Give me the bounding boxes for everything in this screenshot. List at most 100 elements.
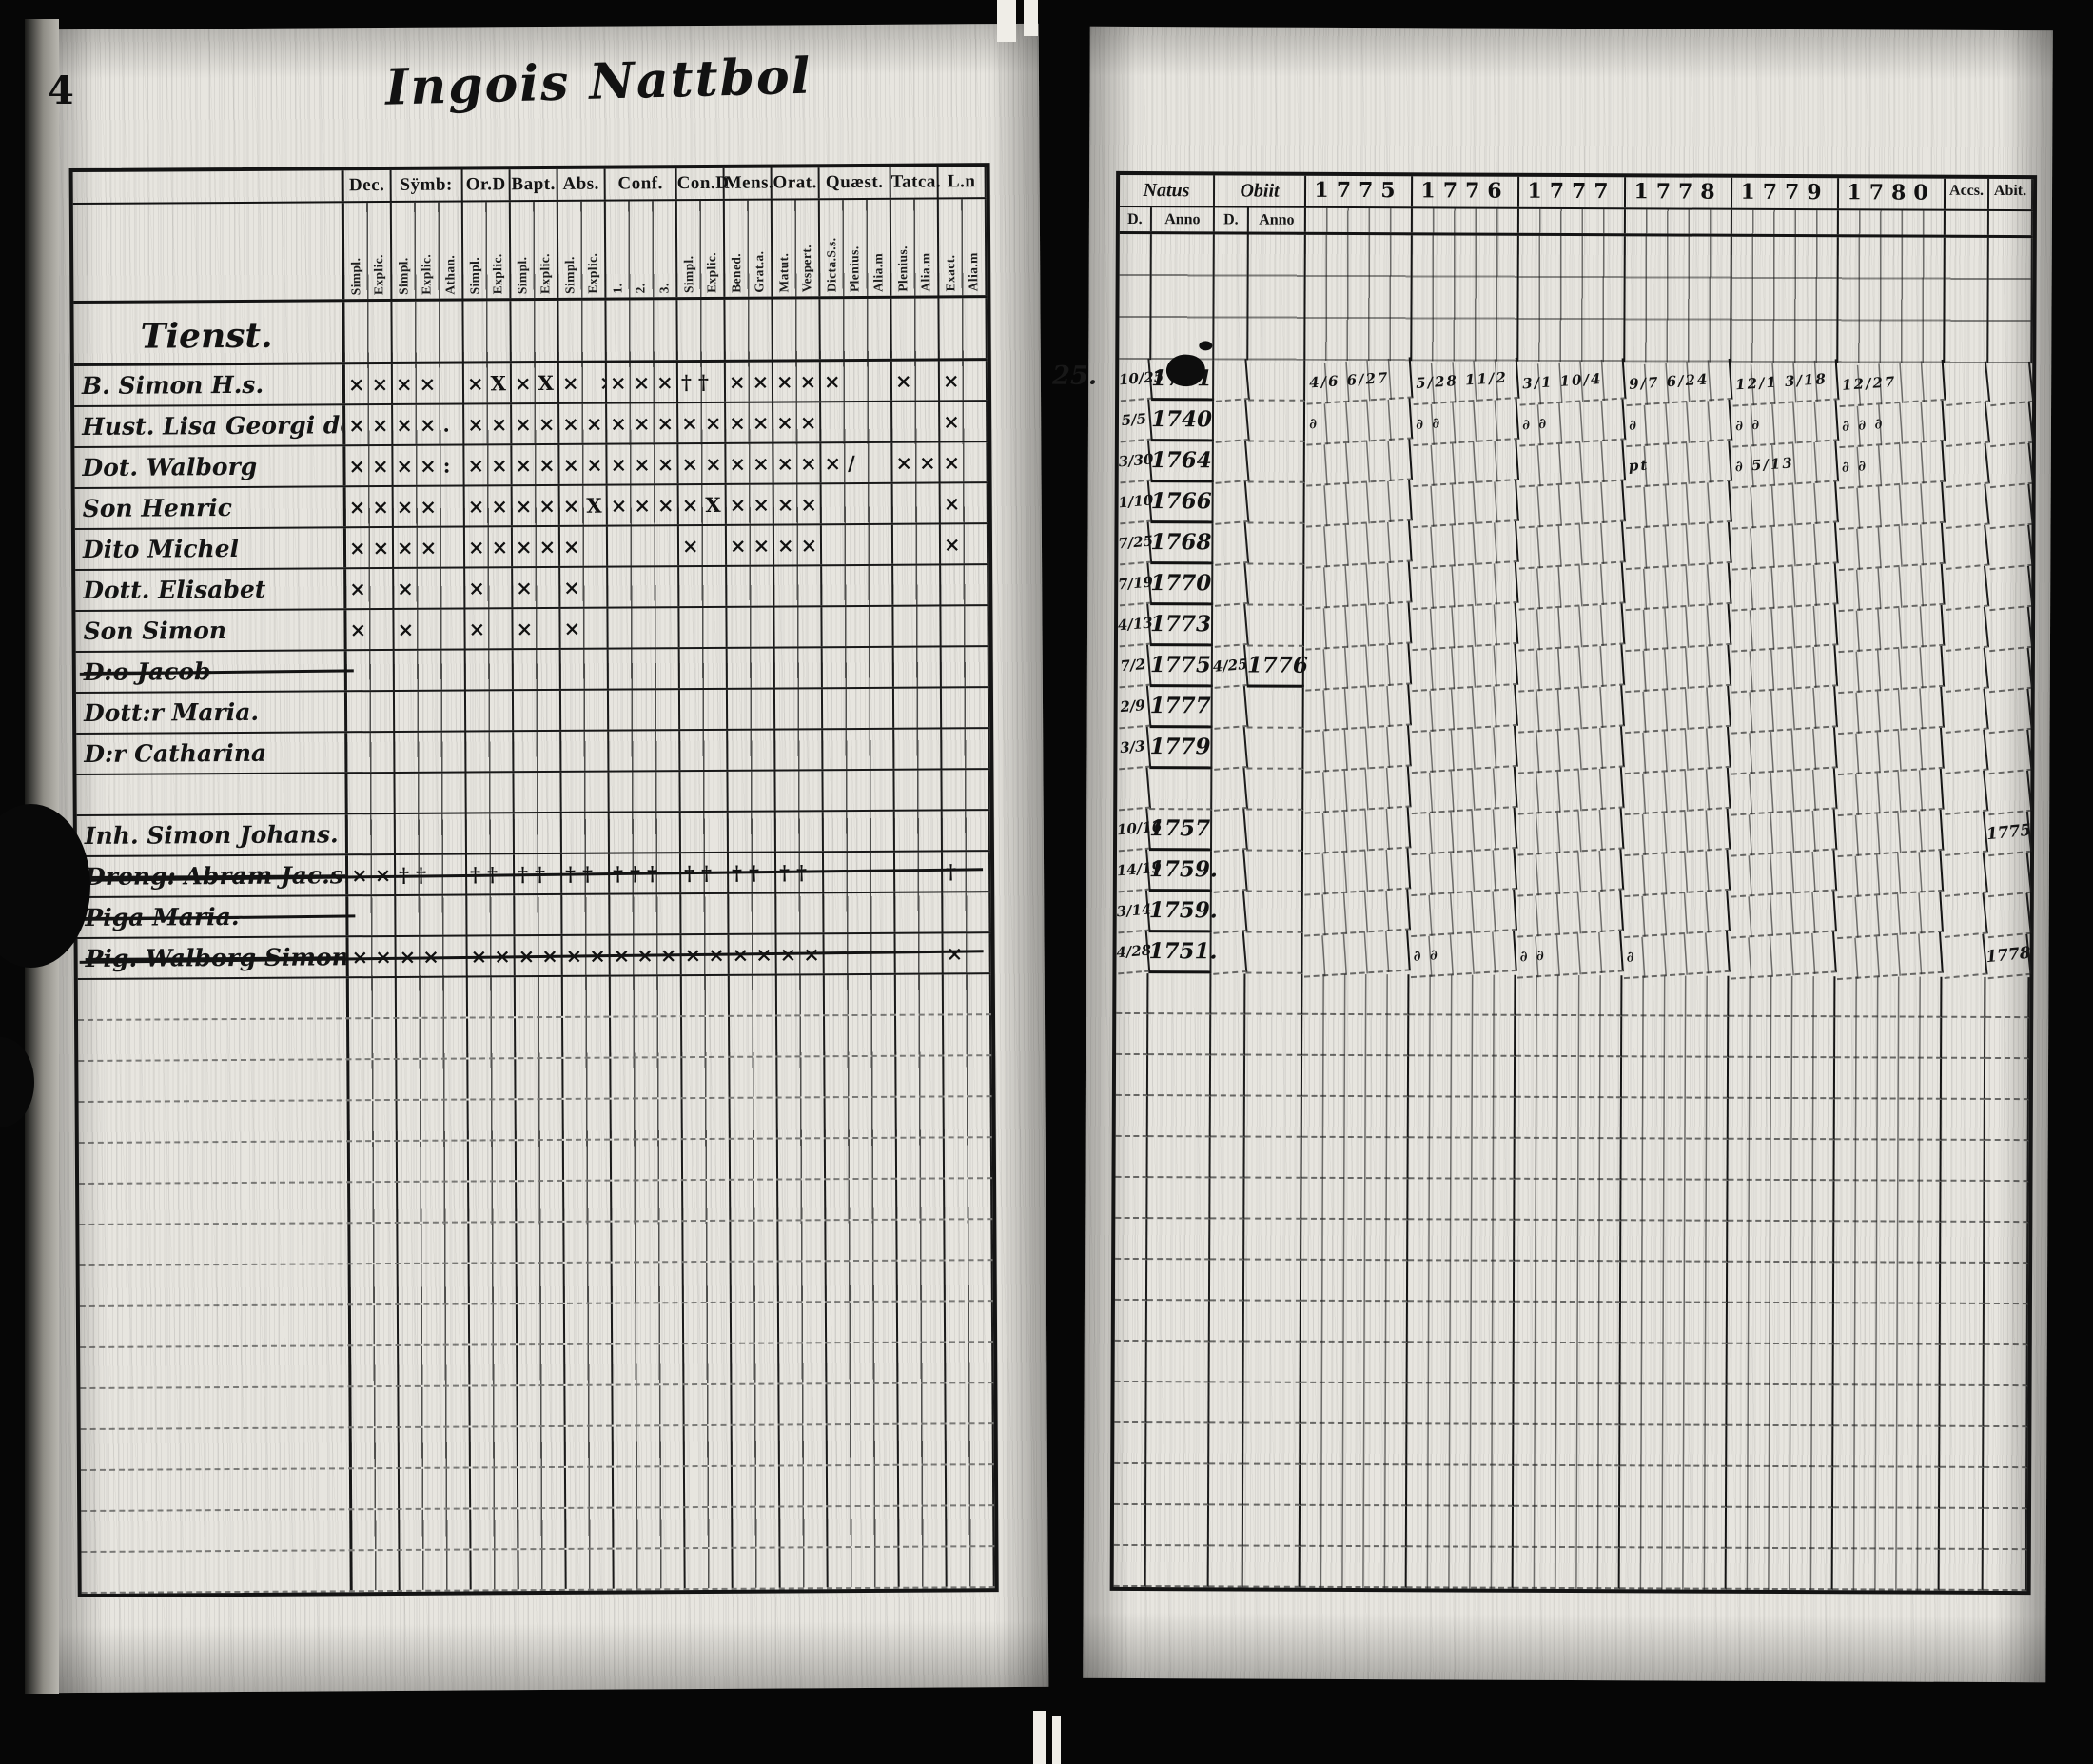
communion-marks (1835, 563, 1946, 613)
empty-mark-cell (825, 1138, 898, 1179)
empty-cell (1245, 1014, 1303, 1056)
column-group-sublabels: Simpl. Explic. (510, 201, 559, 299)
obiit-year (1245, 851, 1304, 892)
empty-mark-cell (777, 1098, 826, 1138)
communion-marks (1729, 645, 1839, 694)
obiit-year (1246, 769, 1304, 811)
empty-cell (1985, 1222, 2029, 1264)
grid-cell (606, 300, 678, 361)
communion-marks (1835, 645, 1946, 695)
communion-marks (1834, 891, 1945, 940)
obiit-day (1212, 359, 1250, 402)
empty-name-cell (81, 1551, 353, 1593)
empty-mark-cell (398, 1223, 470, 1263)
communion-marks: ∂ ∂ (1516, 399, 1627, 447)
empty-cell (1114, 1382, 1147, 1424)
empty-mark-cell (563, 1140, 613, 1180)
natus-year: 1751. (1148, 932, 1218, 974)
communion-marks (1621, 808, 1731, 857)
natus-day: 4/28 (1114, 931, 1152, 975)
table-row: D:o Jacob (75, 647, 989, 695)
obiit-year: 1776 (1246, 646, 1308, 688)
spacer-cell (1248, 234, 1306, 361)
empty-year-cell (1834, 1099, 1942, 1141)
empty-row (1114, 1463, 2028, 1510)
mark-cell: ××× (726, 443, 774, 483)
mark-cell (941, 688, 990, 728)
communion-marks: 3/1 10/4 (1516, 358, 1627, 406)
empty-year-cell (1515, 1056, 1623, 1099)
obiit-day (1211, 481, 1250, 525)
obiit-day (1210, 727, 1249, 771)
person-name: B. Simon H.s. (73, 364, 346, 406)
empty-mark-cell (730, 1139, 779, 1179)
natus-year: 1759. (1148, 851, 1218, 892)
natus-year: 1740 (1150, 401, 1215, 442)
empty-mark-cell (682, 1057, 731, 1098)
person-name: Inh. Simon Johans. (76, 814, 348, 856)
communion-marks (1835, 604, 1946, 654)
mark-cell (728, 730, 776, 770)
empty-mark-cell (350, 1264, 399, 1304)
natus-day: 14/19 (1115, 849, 1163, 893)
empty-cell (1983, 1549, 2027, 1592)
mark-cell (823, 770, 895, 811)
empty-mark-cell (469, 1304, 518, 1344)
empty-mark-cell (683, 1180, 732, 1221)
empty-mark-cell (517, 1181, 565, 1222)
table-row: 5/5 1740 ∂ ∂ ∂ ∂ ∂ ∂ ∂ ∂ ∂ ∂ ∂ (1117, 398, 2035, 449)
mark-cell (396, 895, 468, 935)
empty-mark-cell (399, 1345, 471, 1385)
empty-mark-cell (683, 1221, 732, 1262)
empty-mark-cell (683, 1262, 732, 1303)
mark-cell: ×× (464, 404, 513, 444)
obiit-year (1246, 728, 1304, 770)
mark-cell (515, 894, 563, 935)
empty-row (80, 1465, 995, 1513)
accessit-value (1942, 442, 1990, 489)
mark-cell (395, 773, 467, 813)
grid-cell (891, 298, 940, 359)
year-header: 1778 (1625, 177, 1733, 208)
empty-mark-cell (897, 1220, 946, 1260)
empty-year-cell (1302, 973, 1410, 1016)
mark-cell (893, 688, 943, 728)
empty-mark-cell (349, 1141, 399, 1182)
natus-day (1115, 767, 1152, 812)
mark-cell (894, 811, 943, 851)
empty-name-cell (80, 1428, 352, 1470)
mark-cell (347, 732, 396, 773)
communion-marks: 9/7 6/24 (1623, 358, 1733, 407)
natus-day: 7/19 (1116, 562, 1154, 607)
empty-mark-cell (684, 1466, 734, 1507)
mark-cell: × (394, 568, 466, 608)
empty-mark-cell (565, 1385, 614, 1425)
communion-marks (1409, 561, 1519, 611)
table-row: 4/28 1751. ∂ ∂ ∂ ∂ ∂ 1778 (1114, 930, 2032, 981)
communion-marks (1302, 643, 1413, 692)
empty-mark-cell (467, 977, 517, 1017)
empty-mark-cell (470, 1427, 518, 1467)
empty-year-cell (1619, 1507, 1728, 1549)
grid-cell (677, 299, 726, 361)
abiit-value (1985, 647, 2033, 694)
communion-marks (1302, 602, 1413, 651)
empty-mark-cell (731, 1303, 780, 1343)
natus-year: 1770 (1150, 564, 1214, 606)
mark-cell (514, 813, 562, 853)
empty-cell (1209, 1342, 1244, 1383)
abiit-value (1985, 606, 2034, 653)
accessit-value (1942, 565, 1990, 612)
mark-cell (942, 729, 990, 769)
empty-year-cell (1833, 1385, 1941, 1427)
empty-cell (1985, 1099, 2029, 1142)
abiit-value (1985, 688, 2033, 735)
communion-marks (1301, 930, 1411, 978)
empty-mark-cell (614, 1549, 686, 1589)
abiit-value: 1775 (1985, 811, 2032, 857)
empty-year-cell (1833, 1467, 1941, 1509)
table-row: Dott. Elisabet × × × × × (75, 565, 989, 613)
empty-year-cell (1408, 1138, 1516, 1180)
empty-mark-cell (516, 1140, 565, 1181)
mark-cell (727, 648, 775, 688)
